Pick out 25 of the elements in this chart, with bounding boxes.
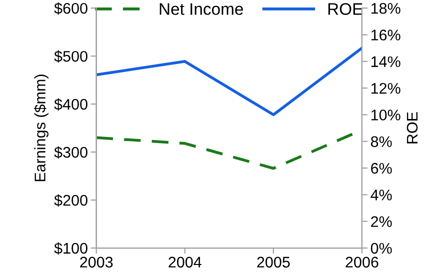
y2-tick-label: 10% (371, 110, 400, 120)
y2-tick-label: 4% (370, 190, 392, 200)
x-tick-label: 2006 (346, 256, 378, 268)
x-tick-label: 2004 (168, 256, 202, 268)
y-tick-label: $200 (54, 194, 88, 207)
y2-tick-label: 0% (370, 242, 392, 254)
legend-label: Net Income (160, 3, 243, 15)
y2-tick-label: 18% (371, 2, 400, 14)
y-axis-title: Earnings ($mm) (34, 74, 48, 182)
y2-tick-label: 14% (371, 56, 400, 68)
y-tick-label: $400 (54, 98, 88, 111)
line-series (96, 46, 362, 116)
legend-label: ROE (328, 3, 362, 15)
y-tick-label: $100 (54, 242, 88, 255)
y-tick-label: $300 (54, 146, 88, 159)
y-tick-label: $600 (54, 2, 88, 15)
y2-tick-label: 16% (371, 30, 400, 40)
y2-tick-label: 2% (371, 216, 392, 227)
x-tick-label: 2003 (80, 256, 113, 268)
x-tick-label: 2005 (257, 256, 290, 268)
y2-tick-label: 12% (371, 82, 400, 94)
y2-axis-title: ROE (406, 112, 418, 144)
y-tick-label: $500 (54, 50, 88, 63)
y2-tick-label: 8% (370, 136, 392, 148)
y2-tick-label: 6% (371, 162, 392, 174)
